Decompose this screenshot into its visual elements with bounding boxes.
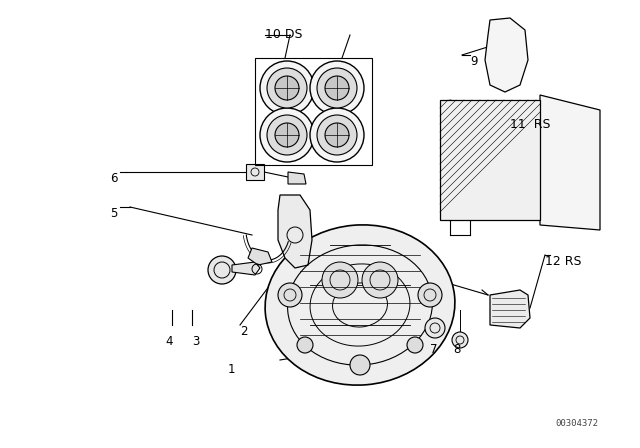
Polygon shape [288, 172, 306, 184]
Circle shape [310, 61, 364, 115]
Circle shape [322, 262, 358, 298]
Circle shape [317, 115, 357, 155]
Text: 12 RS: 12 RS [545, 255, 582, 268]
Circle shape [350, 355, 370, 375]
Circle shape [325, 123, 349, 147]
Circle shape [310, 108, 364, 162]
Circle shape [362, 262, 398, 298]
Text: 9: 9 [470, 55, 477, 68]
Polygon shape [248, 248, 272, 265]
Circle shape [278, 283, 302, 307]
Text: 3: 3 [192, 335, 200, 348]
Circle shape [260, 108, 314, 162]
Text: 2: 2 [240, 325, 248, 338]
Circle shape [275, 76, 299, 100]
Polygon shape [440, 100, 540, 220]
Text: 11  RS: 11 RS [510, 118, 550, 131]
Polygon shape [485, 18, 528, 92]
Circle shape [275, 123, 299, 147]
Text: 4: 4 [165, 335, 173, 348]
Text: 1: 1 [228, 363, 236, 376]
Circle shape [425, 318, 445, 338]
Ellipse shape [265, 225, 455, 385]
Text: 6: 6 [110, 172, 118, 185]
Circle shape [317, 68, 357, 108]
Polygon shape [246, 164, 264, 180]
Circle shape [325, 76, 349, 100]
Circle shape [267, 68, 307, 108]
Text: 8: 8 [453, 343, 460, 356]
Text: 00304372: 00304372 [555, 419, 598, 428]
Polygon shape [490, 290, 530, 328]
Text: 10 DS: 10 DS [265, 28, 303, 41]
Circle shape [452, 332, 468, 348]
Text: 5: 5 [110, 207, 117, 220]
Polygon shape [232, 262, 260, 275]
Circle shape [267, 115, 307, 155]
Circle shape [407, 337, 423, 353]
Polygon shape [540, 95, 600, 230]
Polygon shape [278, 195, 312, 268]
Text: 7: 7 [430, 343, 438, 356]
Circle shape [208, 256, 236, 284]
Circle shape [297, 337, 313, 353]
Circle shape [418, 283, 442, 307]
Circle shape [260, 61, 314, 115]
